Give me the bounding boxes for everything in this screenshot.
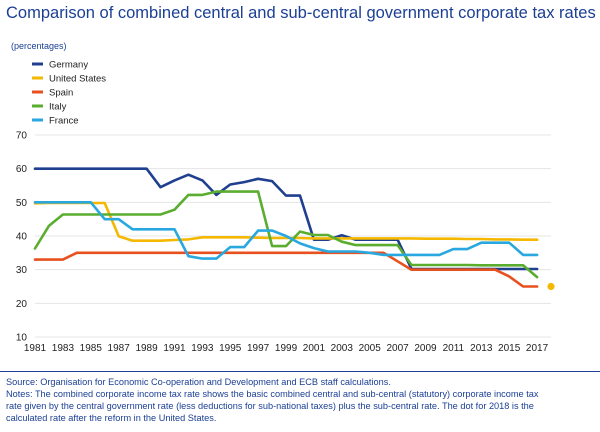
x-tick-label: 1989 — [135, 343, 158, 354]
x-tick-label: 1981 — [24, 343, 47, 354]
x-tick-label: 2011 — [443, 343, 465, 354]
x-tick-label: 2017 — [526, 343, 549, 354]
legend-label-france: France — [49, 116, 79, 127]
x-tick-label: 2009 — [414, 343, 437, 354]
y-axis: 10 20 30 40 50 60 70 — [16, 131, 28, 344]
x-tick-label: 1993 — [191, 343, 214, 354]
y-tick-label: 70 — [16, 131, 28, 142]
notes-line-2: rate given by the central government rat… — [6, 401, 534, 411]
x-tick-label: 1991 — [163, 343, 186, 354]
y-tick-label: 10 — [16, 333, 28, 344]
x-axis: 1981 1983 1985 1987 1989 1991 1993 1995 1997 1999… — [24, 343, 549, 354]
y-tick-label: 50 — [16, 198, 28, 209]
x-tick-label: 1987 — [108, 343, 131, 354]
x-tick-label: 2015 — [498, 343, 521, 354]
source-note: Source: Organisation for Economic Co-ope… — [6, 377, 391, 387]
x-tick-label: 1983 — [52, 343, 75, 354]
legend-label-italy: Italy — [49, 102, 67, 113]
x-tick-label: 1985 — [80, 343, 103, 354]
x-tick-label: 2013 — [470, 343, 493, 354]
series-line-france — [33, 201, 539, 260]
x-tick-label: 2003 — [331, 343, 354, 354]
x-tick-label: 2001 — [303, 343, 326, 354]
x-tick-label: 2007 — [386, 343, 409, 354]
x-tick-label: 1995 — [219, 343, 242, 354]
dot-2018-united-states — [547, 282, 555, 291]
legend-label-germany: Germany — [49, 60, 88, 71]
notes-line-1: Notes: The combined corporate income tax… — [6, 389, 539, 399]
chart-title: Comparison of combined central and sub-c… — [6, 4, 596, 22]
legend: Germany United States Spain Italy France — [32, 60, 106, 127]
x-tick-label: 1997 — [247, 343, 270, 354]
annotations — [547, 282, 555, 291]
y-tick-label: 20 — [16, 299, 28, 310]
y-tick-label: 40 — [16, 232, 28, 243]
x-tick-label: 2005 — [359, 343, 382, 354]
legend-label-spain: Spain — [49, 88, 73, 99]
notes-line-3: calculated rate after the reform in the … — [6, 413, 216, 423]
x-tick-label: 1999 — [275, 343, 298, 354]
plot-area — [33, 167, 539, 288]
unit-label: (percentages) — [11, 41, 67, 51]
grid — [35, 134, 551, 338]
legend-label-united-states: United States — [49, 74, 106, 85]
y-tick-label: 60 — [16, 164, 28, 175]
series-line-italy — [33, 190, 539, 279]
series-line-spain — [33, 251, 539, 288]
series-line-united-states — [33, 201, 539, 242]
y-tick-label: 30 — [16, 265, 28, 276]
